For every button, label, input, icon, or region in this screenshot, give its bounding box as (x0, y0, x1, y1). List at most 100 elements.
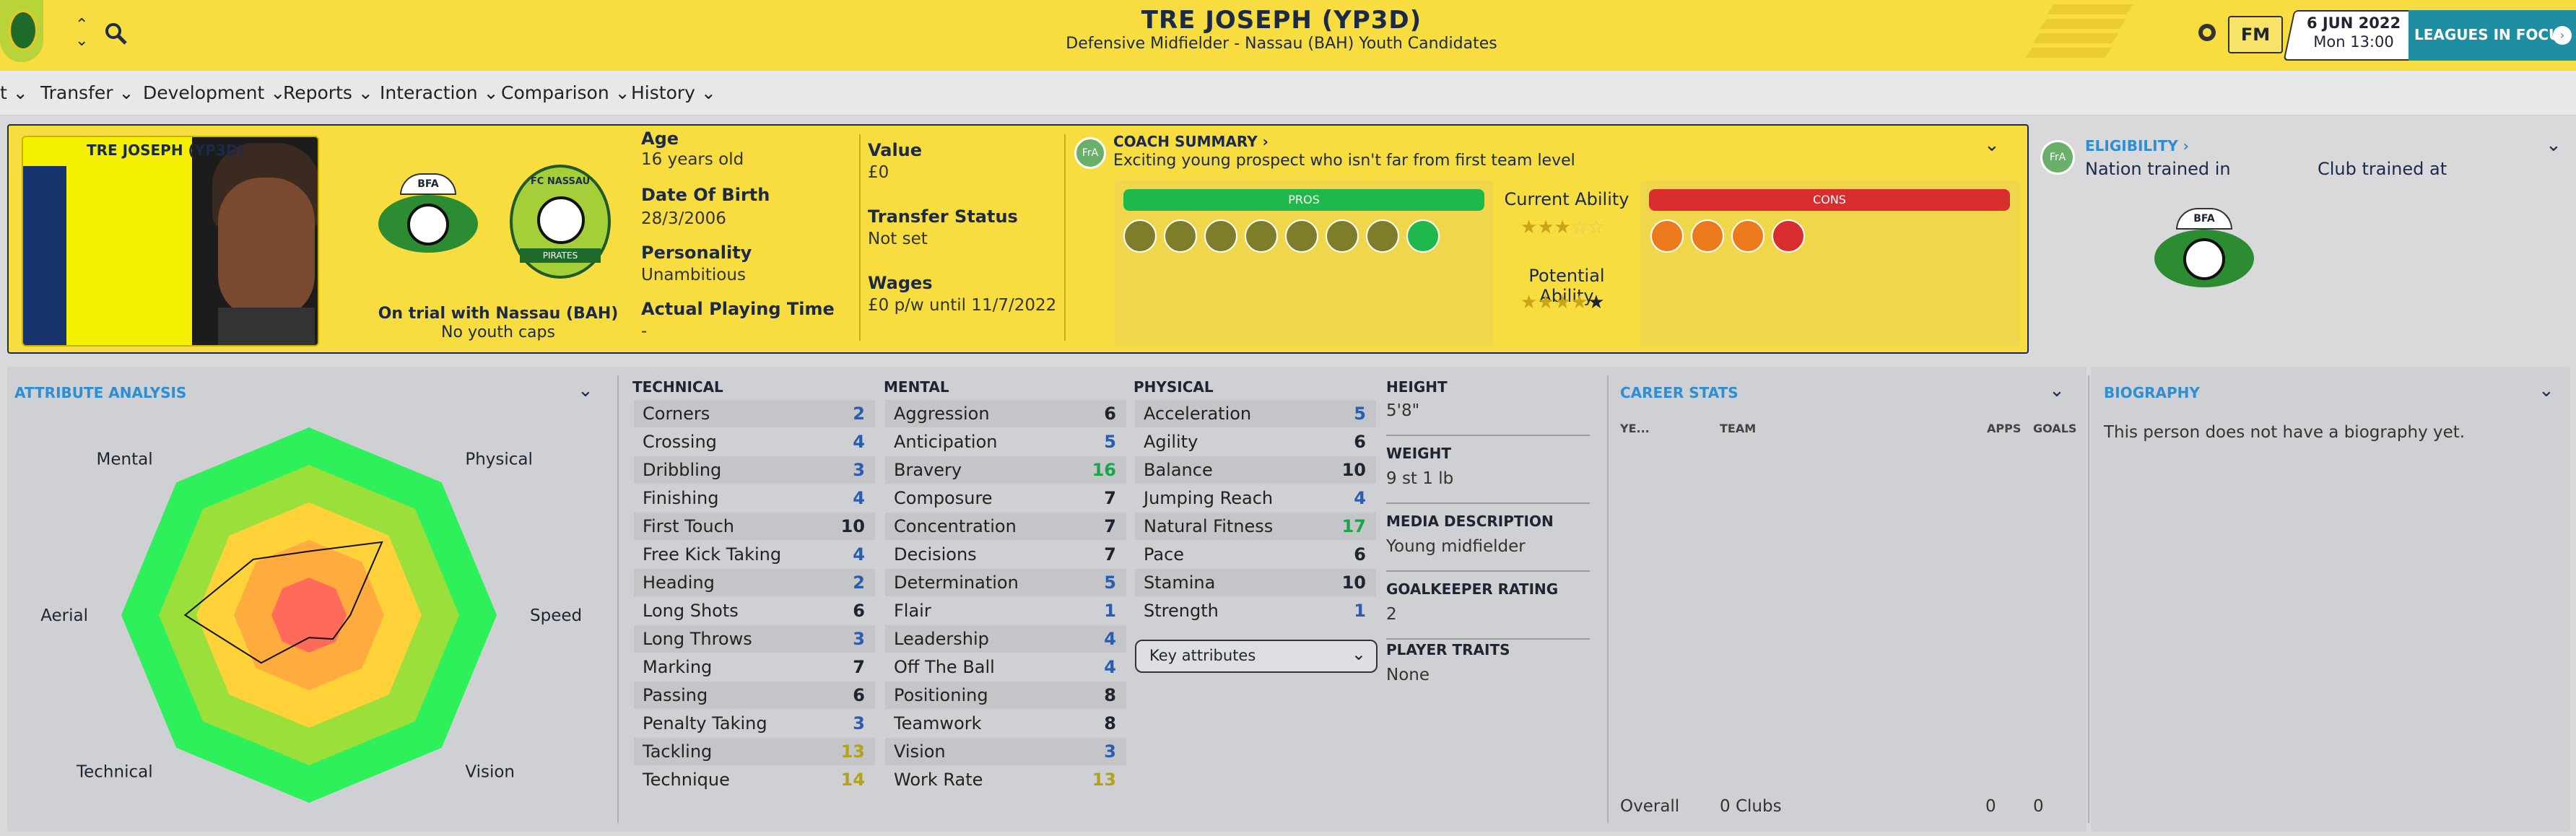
youth-caps: No youth caps (441, 323, 555, 341)
chevron-down-icon[interactable]: ⌄ (2546, 134, 2562, 156)
attribute-row[interactable]: Tackling 13 (634, 738, 875, 765)
attribute-name: Leadership (894, 629, 989, 649)
attribute-row[interactable]: Long Shots 6 (634, 597, 875, 624)
trend-icon[interactable] (1123, 219, 1157, 253)
nation-logo: BFA (2147, 208, 2261, 295)
flask-icon[interactable] (1406, 219, 1440, 253)
attribute-row[interactable]: Pace 6 (1135, 541, 1376, 568)
age-value: 16 years old (641, 150, 744, 169)
whistle-icon[interactable] (1285, 219, 1318, 253)
radar-axis-label: Speed (530, 606, 582, 625)
attribute-row[interactable]: Vision 3 (885, 738, 1126, 765)
coach-avatar[interactable]: FrA (1074, 137, 1106, 169)
dumbbell-icon[interactable] (1772, 219, 1805, 253)
attribute-row[interactable]: Leadership 4 (885, 625, 1126, 653)
attribute-row[interactable]: Work Rate 13 (885, 766, 1126, 793)
menu-development[interactable]: Development ⌄ (143, 82, 286, 103)
wings-icon[interactable] (1204, 219, 1237, 253)
attribute-row[interactable]: Anticipation 5 (885, 428, 1126, 456)
attribute-row[interactable]: Marking 7 (634, 653, 875, 681)
ball-kick-icon[interactable] (1691, 219, 1724, 253)
coach-summary-link[interactable]: COACH SUMMARY › (1113, 133, 1269, 150)
attribute-value: 3 (853, 713, 865, 733)
attribute-row[interactable]: Positioning 8 (885, 682, 1126, 709)
attribute-row[interactable]: Balance 10 (1135, 456, 1376, 484)
attribute-row[interactable]: Finishing 4 (634, 484, 875, 512)
key-attributes-dropdown[interactable]: Key attributes ⌄ (1135, 640, 1378, 673)
attribute-value: 7 (1104, 544, 1116, 565)
attribute-row[interactable]: Crossing 4 (634, 428, 875, 456)
attribute-name: Finishing (643, 488, 719, 508)
chevron-down-icon[interactable]: ⌄ (75, 32, 89, 50)
attribute-row[interactable]: Corners 2 (634, 400, 875, 427)
attribute-row[interactable]: Concentration 7 (885, 513, 1126, 540)
attribute-name: Long Throws (643, 629, 752, 649)
head-icon[interactable] (1731, 219, 1765, 253)
playing-time-label: Actual Playing Time (641, 299, 835, 319)
eligibility-avatar[interactable]: FrA (2040, 140, 2075, 175)
col-team[interactable]: TEAM (1720, 422, 1757, 435)
attribute-name: Composure (894, 488, 993, 508)
attribute-name: Stamina (1144, 572, 1216, 593)
fm-button[interactable]: FM (2228, 16, 2283, 53)
attribute-name: Penalty Taking (643, 713, 767, 733)
decor-stripe (2025, 48, 2112, 58)
leagues-in-focus-button[interactable]: LEAGUES IN FOCUS › (2409, 10, 2576, 61)
attribute-row[interactable]: Jumping Reach 4 (1135, 484, 1376, 512)
attribute-row[interactable]: Decisions 7 (885, 541, 1126, 568)
attribute-name: Heading (643, 572, 715, 593)
chevron-down-icon[interactable]: ⌄ (2049, 380, 2065, 401)
menu-item[interactable]: t ⌄ (0, 82, 28, 103)
search-icon[interactable] (104, 22, 129, 46)
menu-comparison[interactable]: Comparison ⌄ (501, 82, 630, 103)
col-goals[interactable]: GOALS (2033, 422, 2077, 435)
attribute-row[interactable]: Teamwork 8 (885, 710, 1126, 737)
attribute-value: 2 (853, 572, 865, 593)
chevron-down-icon[interactable]: ⌄ (2538, 380, 2554, 401)
menu-history[interactable]: History ⌄ (631, 82, 716, 103)
page-subtitle: Defensive Midfielder - Nassau (BAH) Yout… (1066, 35, 1497, 53)
attribute-row[interactable]: Natural Fitness 17 (1135, 513, 1376, 540)
menu-transfer[interactable]: Transfer ⌄ (40, 82, 134, 103)
attribute-row[interactable]: Technique 14 (634, 766, 875, 793)
menu-interaction[interactable]: Interaction ⌄ (380, 82, 499, 103)
brush-icon[interactable] (1164, 219, 1197, 253)
decor-stripe (2040, 19, 2126, 29)
attribute-row[interactable]: Composure 7 (885, 484, 1126, 512)
globe-icon[interactable] (2196, 22, 2218, 43)
attribute-row[interactable]: Passing 6 (634, 682, 875, 709)
attribute-row[interactable]: First Touch 10 (634, 513, 875, 540)
star-icon: ★ (1520, 292, 1538, 313)
attribute-row[interactable]: Long Throws 3 (634, 625, 875, 653)
menu-reports[interactable]: Reports ⌄ (283, 82, 373, 103)
attribute-row[interactable]: Acceleration 5 (1135, 400, 1376, 427)
attribute-row[interactable]: Flair 1 (885, 597, 1126, 624)
chevron-down-icon[interactable]: ⌄ (578, 380, 593, 401)
attribute-row[interactable]: Aggression 6 (885, 400, 1126, 427)
attribute-row[interactable]: Penalty Taking 3 (634, 710, 875, 737)
lightbulb-icon[interactable] (1245, 219, 1278, 253)
attribute-row[interactable]: Dribbling 3 (634, 456, 875, 484)
goalkeeper-rating-value: 2 (1386, 605, 1397, 624)
attribute-row[interactable]: Off The Ball 4 (885, 653, 1126, 681)
chevron-down-icon: ⌄ (1351, 644, 1366, 664)
col-apps[interactable]: APPS (1987, 422, 2022, 435)
attribute-row[interactable]: Heading 2 (634, 569, 875, 596)
attribute-row[interactable]: Determination 5 (885, 569, 1126, 596)
attribute-name: Passing (643, 685, 708, 705)
chevron-up-icon[interactable]: ⌃ (75, 16, 89, 34)
attribute-row[interactable]: Free Kick Taking 4 (634, 541, 875, 568)
attribute-row[interactable]: Agility 6 (1135, 428, 1376, 456)
foot-icon[interactable] (1650, 219, 1684, 253)
attribute-analysis-title: ATTRIBUTE ANALYSIS (14, 384, 187, 401)
age-label: Age (641, 129, 679, 149)
attribute-row[interactable]: Stamina 10 (1135, 569, 1376, 596)
chevron-down-icon[interactable]: ⌄ (1984, 134, 2000, 156)
attribute-name: Marking (643, 657, 713, 677)
attribute-row[interactable]: Bravery 16 (885, 456, 1126, 484)
attribute-row[interactable]: Strength 1 (1135, 597, 1376, 624)
film-icon[interactable] (1326, 219, 1359, 253)
eligibility-link[interactable]: ELIGIBILITY › (2085, 137, 2189, 154)
col-year[interactable]: YE... (1620, 422, 1650, 435)
dna-icon[interactable] (1366, 219, 1399, 253)
